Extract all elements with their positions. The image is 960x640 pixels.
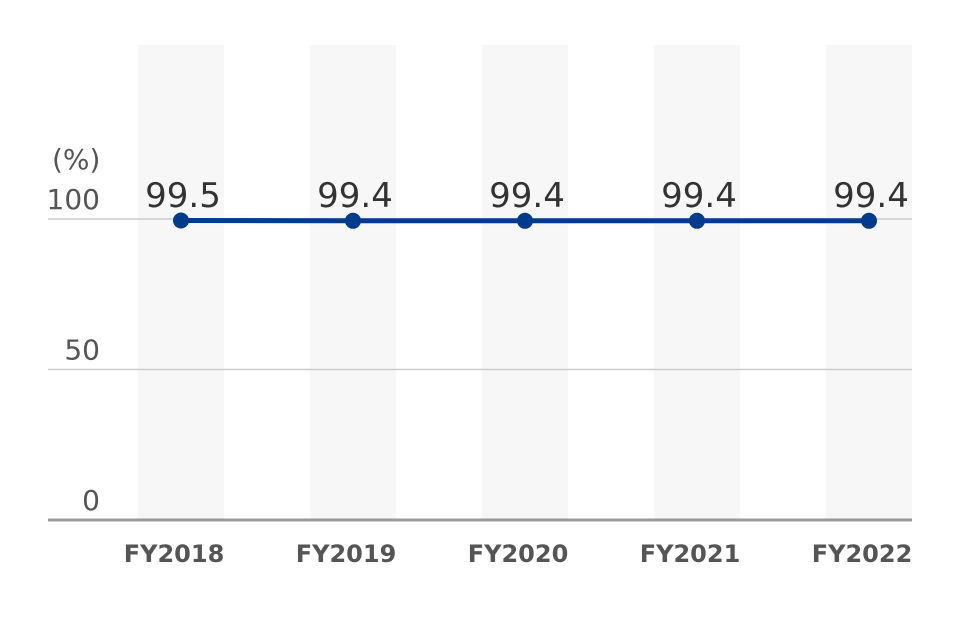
data-label-fy2021: 99.4 [661,176,737,216]
data-point-fy2021 [689,212,705,229]
data-label-fy2019: 99.4 [317,176,393,216]
y-tick-label-100: 100 [47,183,100,216]
y-tick-label-50: 50 [64,334,100,367]
x-tick-label-fy2020: FY2020 [468,540,569,568]
column-bands [138,45,912,520]
data-point-fy2020 [517,212,533,229]
data-label-fy2018: 99.5 [145,176,221,216]
data-points [173,212,877,229]
column-band-fy2022 [826,45,912,520]
y-tick-label-0: 0 [82,484,100,517]
x-tick-label-fy2018: FY2018 [124,540,225,568]
data-point-fy2018 [173,212,189,229]
data-point-fy2019 [345,212,361,229]
x-tick-label-fy2021: FY2021 [640,540,741,568]
column-band-fy2019 [310,45,396,520]
y-axis-unit-label: (%) [52,143,100,176]
data-label-fy2022: 99.4 [833,176,909,216]
data-point-fy2022 [861,212,877,229]
y-axis-ticks: 0 50 100 [47,183,100,517]
column-band-fy2018 [138,45,224,520]
column-band-fy2021 [654,45,740,520]
data-label-fy2020: 99.4 [489,176,565,216]
x-tick-label-fy2022: FY2022 [812,540,913,568]
x-tick-label-fy2019: FY2019 [296,540,397,568]
x-axis-ticks: FY2018 FY2019 FY2020 FY2021 FY2022 [124,540,913,568]
column-band-fy2020 [482,45,568,520]
data-labels: 99.5 99.4 99.4 99.4 99.4 [145,176,909,216]
